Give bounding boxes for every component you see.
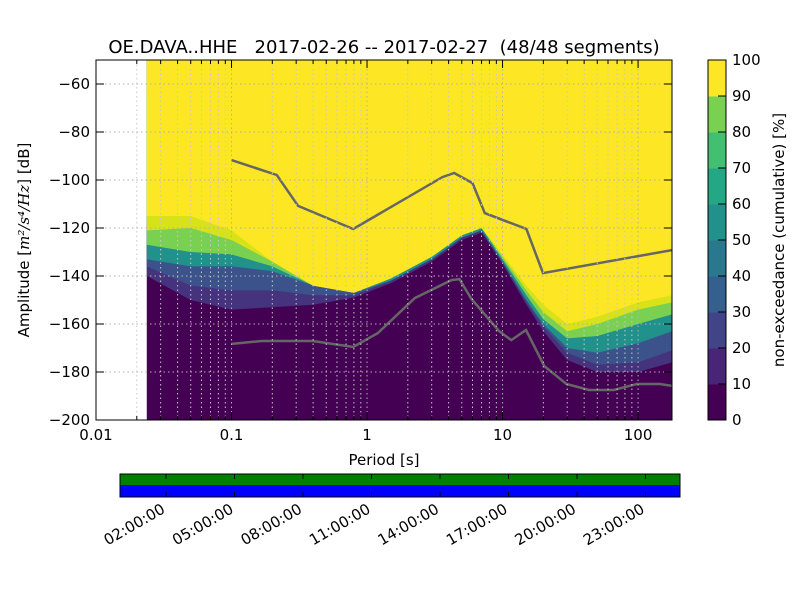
colorbar-segment — [708, 96, 726, 133]
colorbar-segment — [708, 60, 726, 97]
coverage-time-label: 17:00:00 — [443, 500, 510, 549]
coverage-time-label: 05:00:00 — [169, 500, 236, 549]
x-axis-label: Period [s] — [348, 451, 419, 469]
colorbar-tick-label: 70 — [732, 159, 751, 177]
y-axis-label-prefix: Amplitude [ — [15, 250, 33, 338]
colorbar-tick-label: 80 — [732, 123, 751, 141]
colorbar-segment — [708, 348, 726, 385]
x-tick-label: 100 — [624, 426, 653, 444]
colorbar-segment — [708, 384, 726, 421]
coverage-time-label: 20:00:00 — [512, 500, 579, 549]
colorbar-label: non-exceedance (cumulative) [%] — [770, 113, 788, 367]
plot-frame — [95, 59, 673, 421]
y-tick-label: −60 — [58, 75, 90, 93]
colorbar-tick-label: 50 — [732, 231, 751, 249]
y-tick-label: −140 — [49, 267, 90, 285]
heatmap — [146, 60, 672, 420]
chart-title: OE.DAVA..HHE 2017-02-26 -- 2017-02-27 (4… — [108, 37, 659, 58]
y-tick-label: −80 — [58, 123, 90, 141]
colorbar-tick-label: 0 — [732, 411, 742, 429]
colorbar-segment — [708, 276, 726, 313]
coverage-time-label: 11:00:00 — [306, 500, 373, 549]
colorbar-tick-label: 40 — [732, 267, 751, 285]
colorbar-segment — [708, 204, 726, 241]
colorbar-tick-label: 10 — [732, 375, 751, 393]
y-tick-label: −180 — [49, 363, 90, 381]
colorbar-tick-label: 60 — [732, 195, 751, 213]
colorbar: 0 10 20 30 40 50 60 70 80 90 100 — [707, 51, 761, 429]
colorbar-tick-label: 90 — [732, 87, 751, 105]
colorbar-tick-label: 30 — [732, 303, 751, 321]
y-axis-label-suffix: ] [dB] — [15, 143, 33, 185]
noise-model-nhnm — [231, 158, 672, 275]
colorbar-segment — [708, 132, 726, 169]
y-tick-label: −160 — [49, 315, 90, 333]
y-tick-label: −120 — [49, 219, 90, 237]
colorbar-segment — [708, 240, 726, 277]
coverage-frame — [119, 473, 681, 498]
x-tick-label: 0.01 — [79, 426, 112, 444]
y-axis-label-units: m²/s⁴/Hz — [15, 185, 33, 250]
x-tick-label: 10 — [493, 426, 512, 444]
noise-model-nlnm — [231, 277, 672, 392]
y-tick-label: −100 — [49, 171, 90, 189]
colorbar-tick-label: 20 — [732, 339, 751, 357]
coverage-time-label: 08:00:00 — [238, 500, 305, 549]
y-tick-label: −200 — [49, 411, 90, 429]
coverage-time-label: 02:00:00 — [101, 500, 168, 549]
processed-coverage-bar — [120, 485, 680, 497]
coverage-time-label: 14:00:00 — [375, 500, 442, 549]
x-tick-label: 1 — [362, 426, 372, 444]
colorbar-tick-label: 100 — [732, 51, 761, 69]
y-axis-label: Amplitude [m²/s⁴/Hz] [dB] — [15, 143, 33, 338]
data-coverage-bar — [120, 474, 680, 485]
x-tick-label: 0.1 — [220, 426, 244, 444]
coverage-time-label: 23:00:00 — [580, 500, 647, 549]
ppsd-level-100 — [146, 60, 672, 324]
colorbar-segment — [708, 312, 726, 349]
coverage-bar: 02:00:00 05:00:00 08:00:00 11:00:00 14:00:00… — [101, 473, 681, 549]
colorbar-segment — [708, 168, 726, 205]
